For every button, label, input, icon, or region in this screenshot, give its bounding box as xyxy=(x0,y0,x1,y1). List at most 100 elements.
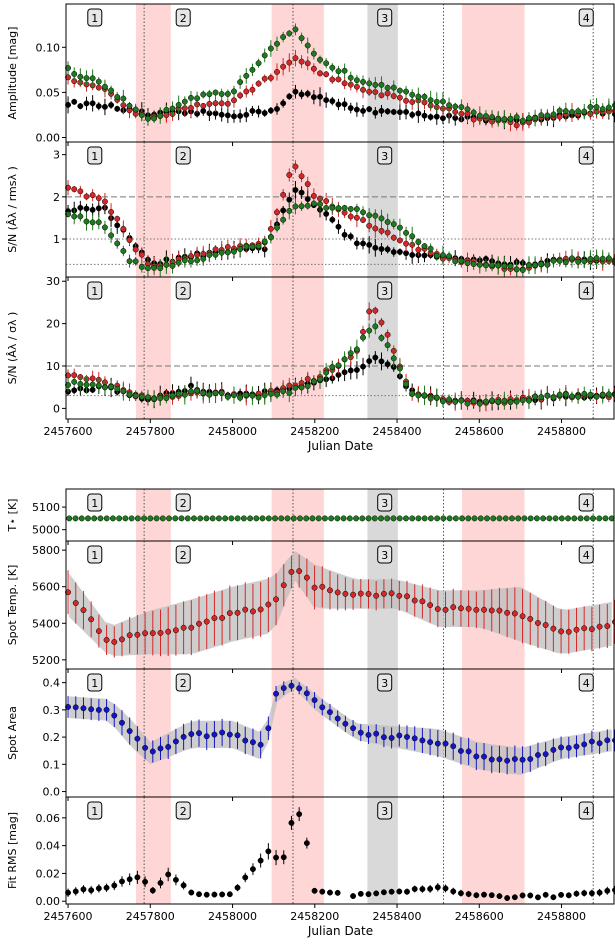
data-point xyxy=(101,103,108,110)
data-point xyxy=(538,394,545,400)
data-point xyxy=(144,265,151,272)
data-point xyxy=(335,362,342,369)
data-point xyxy=(85,515,91,522)
data-point xyxy=(501,263,508,270)
data-point xyxy=(126,258,133,265)
data-point xyxy=(83,75,90,82)
data-point xyxy=(484,515,490,522)
epoch-label-box xyxy=(175,281,191,300)
data-point xyxy=(421,252,428,259)
data-point xyxy=(496,893,503,900)
data-point xyxy=(526,115,532,122)
data-point xyxy=(327,709,333,716)
data-point xyxy=(550,394,557,401)
data-point xyxy=(226,610,233,617)
data-point xyxy=(290,515,297,522)
data-point xyxy=(357,890,364,897)
data-point xyxy=(396,365,403,372)
data-point xyxy=(153,515,160,522)
data-point xyxy=(341,101,348,108)
data-point xyxy=(309,515,316,522)
data-point xyxy=(203,618,210,625)
y-tick-label: 20 xyxy=(46,318,60,331)
data-point xyxy=(542,751,549,758)
data-point xyxy=(219,615,226,621)
epoch-label-box xyxy=(175,146,191,165)
data-point xyxy=(280,100,287,107)
y-axis-label: Spot Temp. [K] xyxy=(6,565,19,646)
data-point xyxy=(304,42,311,49)
y-tick-label: 5100 xyxy=(32,501,60,514)
data-point xyxy=(546,515,553,522)
data-point xyxy=(120,388,127,395)
epoch-label: 2 xyxy=(180,12,187,25)
data-point xyxy=(255,108,262,115)
data-point xyxy=(434,740,441,747)
data-point xyxy=(470,261,477,268)
data-point xyxy=(550,625,557,632)
data-point xyxy=(303,574,310,581)
epoch-label-box xyxy=(87,673,103,692)
data-point xyxy=(590,515,596,522)
data-point xyxy=(108,102,115,108)
data-point xyxy=(353,367,360,373)
data-point xyxy=(540,515,547,522)
data-point xyxy=(134,631,141,638)
shaded-band xyxy=(462,142,525,277)
data-point xyxy=(292,163,299,170)
x-tick-label: 2458600 xyxy=(455,425,504,438)
data-point xyxy=(396,592,403,599)
data-point xyxy=(329,98,336,105)
epoch-label: 1 xyxy=(91,549,98,562)
data-point xyxy=(446,253,453,260)
epoch-label: 4 xyxy=(583,549,590,562)
data-point xyxy=(452,398,459,405)
data-point xyxy=(328,515,335,522)
data-point xyxy=(257,606,264,613)
data-point xyxy=(224,393,231,400)
data-point xyxy=(71,98,78,105)
data-point xyxy=(409,233,416,240)
data-point xyxy=(442,606,449,613)
data-point xyxy=(366,241,373,248)
data-point xyxy=(284,515,291,522)
data-point xyxy=(378,107,385,114)
data-point xyxy=(200,255,207,262)
data-point xyxy=(403,109,410,115)
data-point xyxy=(317,56,323,63)
data-point xyxy=(380,590,387,597)
data-point xyxy=(261,110,268,117)
data-point xyxy=(234,732,241,739)
data-point xyxy=(165,628,172,635)
data-point xyxy=(353,515,360,522)
data-point xyxy=(433,113,440,120)
data-point xyxy=(550,257,557,264)
epoch-label: 4 xyxy=(583,285,590,298)
data-point xyxy=(569,255,575,262)
data-point xyxy=(527,892,534,899)
data-point xyxy=(378,215,385,222)
data-point xyxy=(65,101,72,108)
epoch-label: 3 xyxy=(381,677,388,690)
data-point xyxy=(231,248,237,255)
data-point xyxy=(108,87,115,94)
data-point xyxy=(565,515,572,522)
data-point xyxy=(212,251,219,258)
data-point xyxy=(396,888,403,895)
data-point xyxy=(292,203,299,210)
data-point xyxy=(488,607,495,614)
data-point xyxy=(280,685,287,692)
data-point xyxy=(489,397,496,404)
data-point xyxy=(317,376,323,383)
data-point xyxy=(71,378,78,385)
data-point xyxy=(415,239,422,245)
data-point xyxy=(274,68,280,75)
panel-frame xyxy=(65,796,615,905)
data-point xyxy=(188,258,194,265)
data-point xyxy=(253,515,260,522)
data-point xyxy=(303,690,310,697)
data-point xyxy=(315,515,322,522)
data-point xyxy=(72,888,79,895)
data-point xyxy=(372,109,379,116)
data-point xyxy=(360,334,366,341)
